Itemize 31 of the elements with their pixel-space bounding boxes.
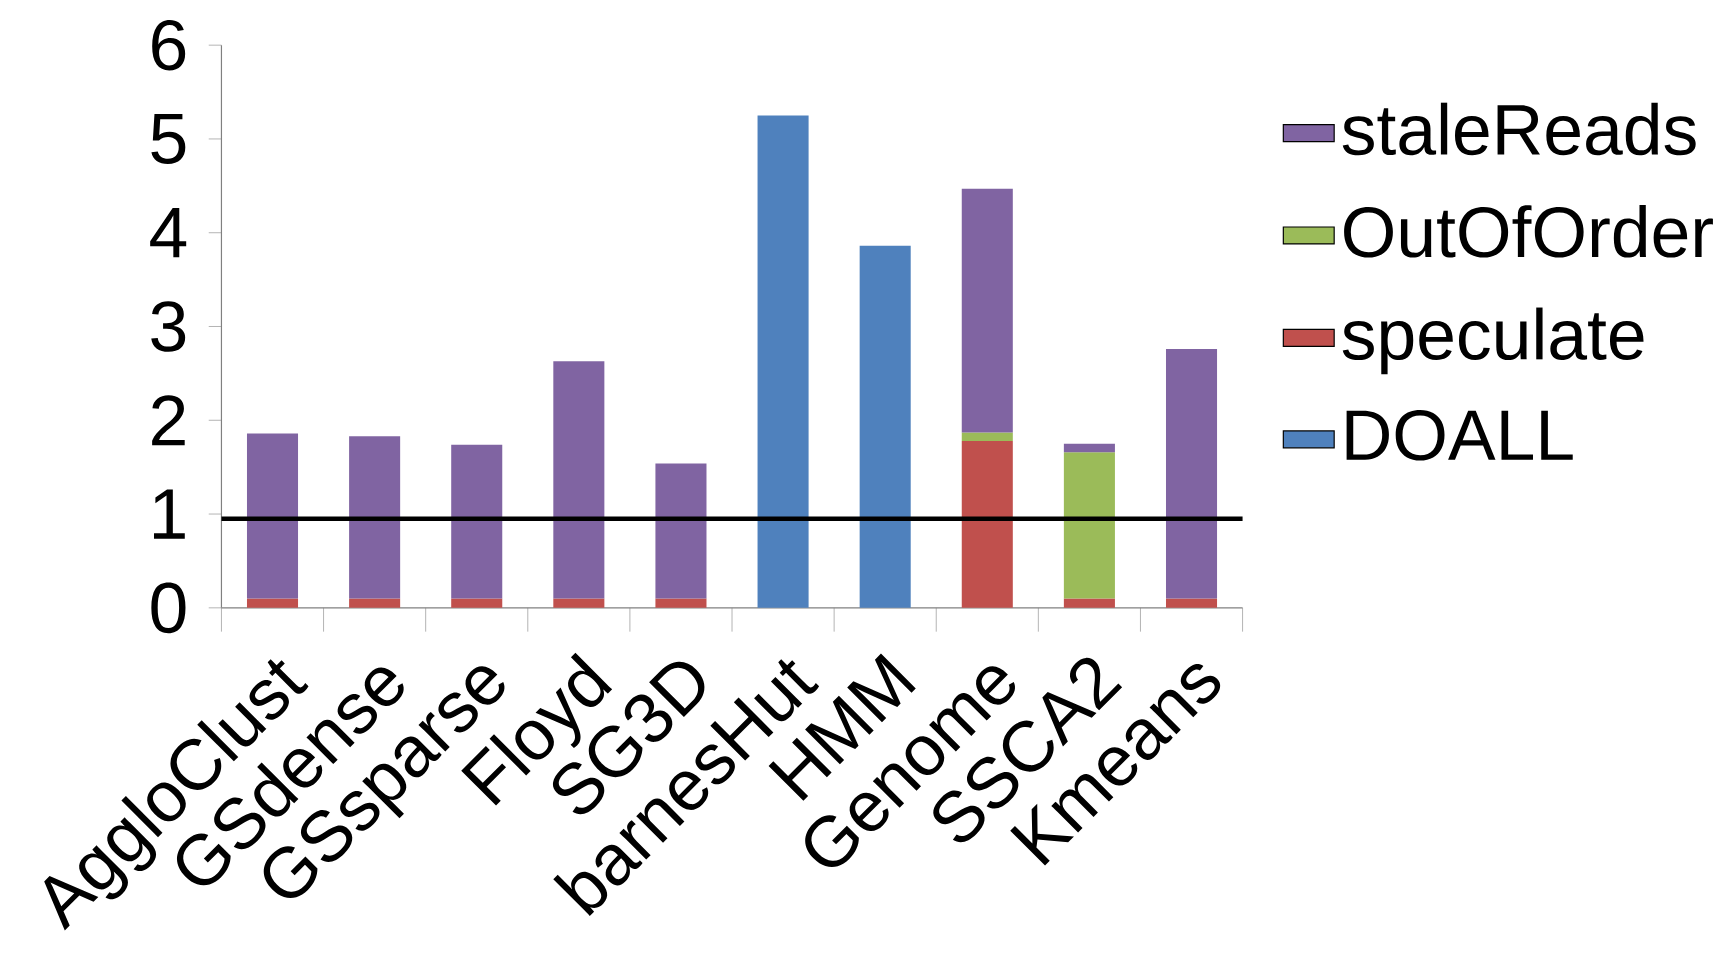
bar bbox=[1165, 598, 1218, 608]
legend-label: speculate bbox=[1342, 307, 1644, 375]
bar bbox=[246, 598, 299, 608]
y-tick-label: 4 bbox=[150, 208, 187, 258]
y-tick-label: 1 bbox=[154, 489, 185, 539]
y-tick-label: 3 bbox=[151, 301, 186, 352]
bar bbox=[451, 598, 503, 608]
bar bbox=[246, 433, 299, 599]
legend-label: OutOfOrder bbox=[1344, 205, 1713, 258]
bar bbox=[655, 598, 707, 608]
bar bbox=[961, 440, 1013, 608]
legend-label: DOALL bbox=[1346, 409, 1573, 461]
y-tick-label: 0 bbox=[151, 582, 186, 634]
bar bbox=[553, 361, 605, 599]
y-tick-label: 5 bbox=[151, 113, 186, 164]
bar bbox=[1165, 348, 1218, 599]
legend-label: staleReads bbox=[1342, 102, 1696, 156]
bar bbox=[349, 436, 401, 599]
y-tick-label: 6 bbox=[152, 19, 186, 71]
bar bbox=[1063, 443, 1115, 453]
bar bbox=[553, 598, 605, 608]
bar bbox=[961, 188, 1013, 433]
bar bbox=[757, 115, 809, 608]
bar bbox=[961, 432, 1013, 441]
bar bbox=[859, 245, 911, 608]
bar bbox=[1063, 598, 1115, 608]
bar bbox=[451, 444, 503, 599]
y-tick-label: 2 bbox=[152, 395, 185, 446]
bar bbox=[655, 463, 707, 599]
bar bbox=[1063, 452, 1115, 599]
bar bbox=[349, 598, 401, 608]
